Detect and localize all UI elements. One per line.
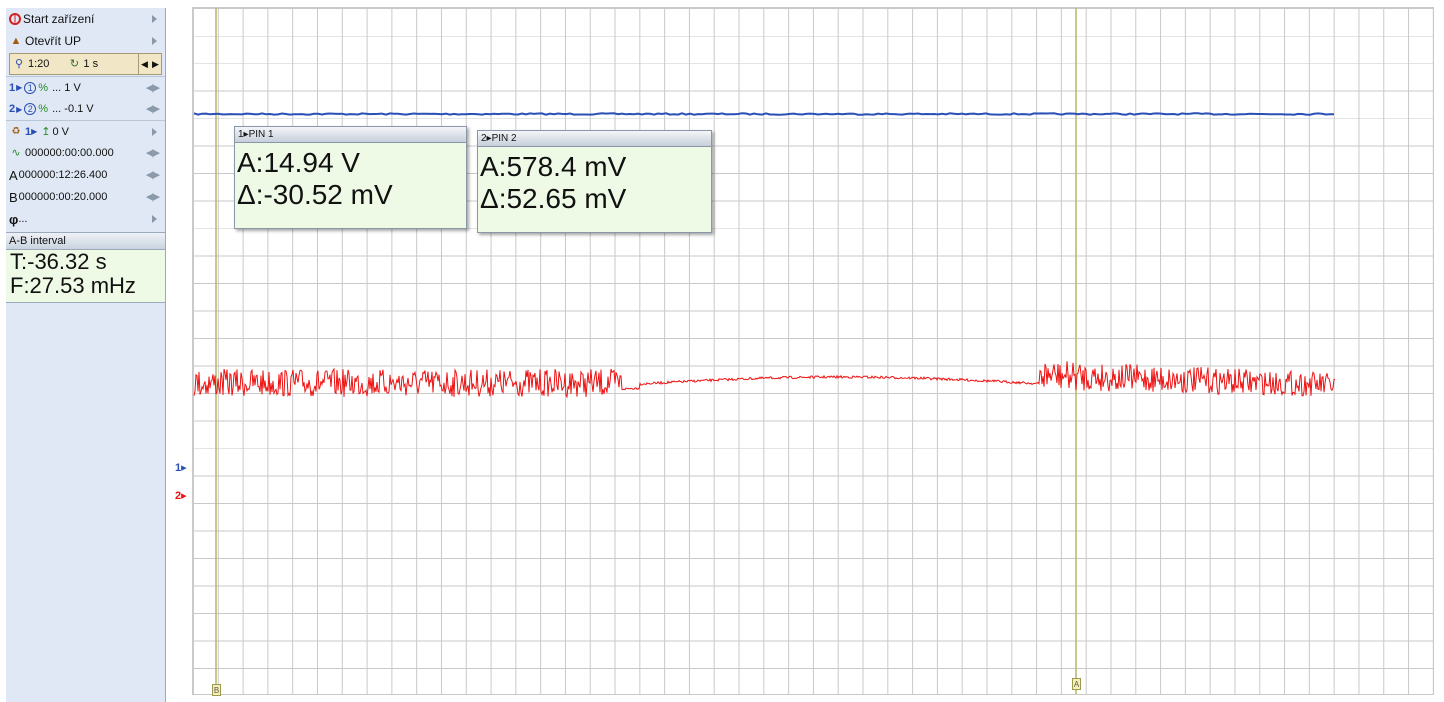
cursor-b-label: B [9, 189, 18, 205]
pin2-a-value: A:578.4 mV [480, 151, 627, 182]
zoom-nav-buttons: ◀ ▶ [138, 54, 161, 74]
time-offset-value: 000000:00:00.000 [25, 147, 114, 159]
ch2-nav-icon[interactable]: ◀|▶ [145, 103, 160, 114]
start-device-menu[interactable]: | Start zařízení [6, 8, 165, 30]
ab-interval-period: T:-36.32 s [10, 249, 107, 274]
user-icon: ▲ [10, 35, 22, 47]
trigger-level: 0 V [52, 125, 70, 138]
trigger-icon: ♻ [11, 125, 21, 137]
submenu-arrow-icon [152, 37, 157, 45]
trigger-edge-icon: ↥ [41, 126, 51, 138]
timebase-value: 1 s [83, 58, 99, 70]
pin1-readout-header: 1▸PIN 1 [235, 127, 466, 143]
submenu-arrow-icon [152, 127, 157, 136]
waveform-icon: ∿ [11, 147, 21, 159]
trigger-row[interactable]: ♻ 1 ▶ ↥ 0 V [6, 120, 165, 142]
magnifier-icon: ⚲ [14, 58, 24, 70]
pin2-readout[interactable]: 2▸PIN 2 A:578.4 mV Δ:52.65 mV [477, 130, 712, 233]
channel-2-row[interactable]: 2 ▶ 2 % ... -0.1 V ◀|▶ [6, 98, 165, 120]
pin1-delta-value: Δ:-30.52 mV [237, 179, 393, 210]
coupling-icon: % [38, 81, 49, 94]
pin1-a-value: A:14.94 V [237, 147, 360, 178]
coupling-icon: % [38, 103, 49, 115]
cursor-a-label: A [9, 167, 18, 183]
time-offset-row[interactable]: ∿ 000000:00:00.000 ◀|▶ [6, 142, 165, 164]
offset-nav-icon[interactable]: ◀|▶ [145, 147, 160, 158]
ch2-number: 2 [9, 103, 16, 115]
phi-value: ... [18, 213, 28, 225]
open-up-menu[interactable]: ▲ Otevřít UP [6, 30, 165, 52]
ch1-number: 1 [9, 81, 16, 94]
cursor-a-value: 000000:12:26.400 [18, 169, 108, 181]
trigger-arrow-icon: ▶ [31, 127, 38, 136]
trigger-channel: 1 [25, 125, 32, 138]
ch2-scale: ... -0.1 V [52, 103, 94, 115]
start-device-label: Start zařízení [23, 12, 95, 26]
ch1-circle-icon: 1 [24, 81, 37, 94]
ch1-arrow-icon: ▶ [16, 83, 23, 92]
phi-label: φ [9, 211, 19, 227]
ch1-trace [193, 112, 1334, 116]
cursor-b-tag[interactable]: B [212, 684, 221, 696]
submenu-arrow-icon [152, 15, 157, 23]
power-icon: | [9, 13, 21, 25]
pin2-readout-header: 2▸PIN 2 [478, 131, 711, 147]
ab-interval-frequency: F:27.53 mHz [10, 273, 136, 298]
ch1-scale: ... 1 V [52, 81, 81, 94]
cursor-b-row[interactable]: B 000000:00:20.000 ◀|▶ [6, 186, 165, 208]
ch2-trace [193, 361, 1336, 399]
submenu-arrow-icon [152, 215, 157, 223]
ch1-marker[interactable]: 1▸ [175, 462, 187, 474]
scope-plot-area[interactable] [192, 7, 1434, 695]
pin1-readout[interactable]: 1▸PIN 1 A:14.94 V Δ:-30.52 mV [234, 126, 467, 229]
arrow-right-icon[interactable]: ▶ [152, 58, 159, 69]
zoom-value: 1:20 [28, 58, 50, 70]
open-up-label: Otevřít UP [25, 34, 82, 48]
control-sidebar: | Start zařízení ▲ Otevřít UP ⚲ 1:20 ↻ 1… [6, 8, 166, 702]
ch1-nav-icon[interactable]: ◀|▶ [145, 82, 160, 92]
ch2-arrow-icon: ▶ [16, 104, 23, 114]
ab-interval-readout: T:-36.32 s F:27.53 mHz [6, 250, 165, 303]
phase-row[interactable]: φ ... [6, 208, 165, 230]
cursor-b-value: 000000:00:20.000 [18, 191, 108, 203]
arrow-left-icon[interactable]: ◀ [141, 58, 148, 69]
zoom-timebase-row[interactable]: ⚲ 1:20 ↻ 1 s ◀ ▶ [9, 53, 162, 75]
ab-interval-header: A-B interval [6, 232, 165, 250]
channel-1-row[interactable]: 1 ▶ 1 % ... 1 V ◀|▶ [6, 76, 165, 98]
cursor-a-nav-icon[interactable]: ◀|▶ [145, 169, 160, 180]
clock-icon: ↻ [69, 58, 80, 70]
cursor-a-tag[interactable]: A [1072, 678, 1081, 690]
pin2-delta-value: Δ:52.65 mV [480, 183, 627, 214]
cursor-a-row[interactable]: A 000000:12:26.400 ◀|▶ [6, 164, 165, 186]
ch2-marker[interactable]: 2▸ [175, 490, 187, 502]
ch2-circle-icon: 2 [24, 103, 37, 115]
cursor-b-nav-icon[interactable]: ◀|▶ [145, 191, 160, 202]
